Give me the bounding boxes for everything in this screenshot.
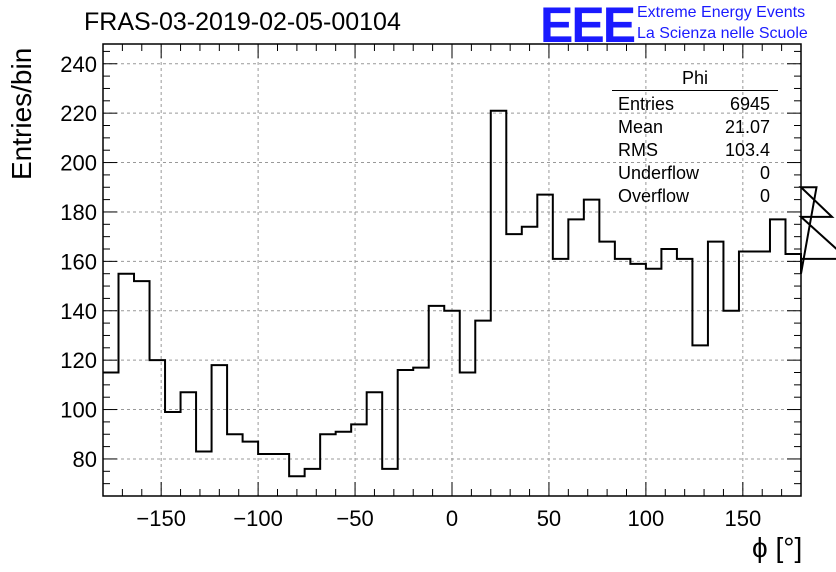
histogram-bin xyxy=(320,434,336,496)
histogram-bin xyxy=(723,311,739,496)
histogram-bin xyxy=(150,360,166,496)
stats-box: Phi Entries 6945 Mean 21.07 RMS 103.4 Under… xyxy=(612,68,778,208)
histogram-bin xyxy=(243,442,259,496)
stats-row-underflow: Underflow 0 xyxy=(612,162,778,185)
y-tick-label: 100 xyxy=(60,398,97,423)
histogram-bin xyxy=(413,368,429,496)
histogram-bin xyxy=(568,219,584,496)
y-tick-label: 200 xyxy=(60,151,97,176)
histogram-bin xyxy=(165,412,181,496)
histogram-bin xyxy=(537,195,553,496)
stats-label: RMS xyxy=(618,140,658,160)
histogram-bin xyxy=(212,365,228,496)
histogram-bin xyxy=(615,259,631,496)
y-tick-label: 120 xyxy=(60,348,97,373)
stats-label: Mean xyxy=(618,117,664,137)
x-axis-label: ϕ [°] xyxy=(752,532,803,563)
stats-row-mean: Mean 21.07 xyxy=(612,116,778,139)
histogram-bin xyxy=(708,242,724,496)
stats-row-overflow: Overflow 0 xyxy=(612,185,778,208)
x-tick-label: 150 xyxy=(724,506,761,531)
eee-logo: EEE xyxy=(540,0,636,53)
stats-value: 103.4 xyxy=(724,140,770,160)
histogram-bin xyxy=(475,321,491,496)
y-tick-label: 140 xyxy=(60,299,97,324)
x-tick-label: −150 xyxy=(136,506,186,531)
logo-line-2: La Scienza nelle Scuole xyxy=(637,25,808,42)
stats-value: 21.07 xyxy=(724,117,770,137)
histogram-bin xyxy=(227,434,243,496)
histogram-bin xyxy=(134,281,150,496)
histogram-bin xyxy=(258,454,274,496)
histogram-bin xyxy=(599,242,615,496)
histogram-bin xyxy=(103,373,119,496)
y-tick-label: 160 xyxy=(60,249,97,274)
histogram-bin xyxy=(630,264,646,496)
histogram-bin xyxy=(506,234,522,496)
histogram-bin xyxy=(336,432,352,496)
histogram-bin xyxy=(274,454,290,496)
histogram-bin xyxy=(661,249,677,496)
histogram-series xyxy=(103,109,836,478)
histogram-bin xyxy=(460,373,476,496)
histogram-bin xyxy=(584,200,600,496)
histogram-bin xyxy=(491,111,507,496)
x-tick-label: 50 xyxy=(537,506,561,531)
histogram-bin xyxy=(785,254,801,496)
histogram-bin xyxy=(553,259,569,496)
histogram-bin xyxy=(646,269,662,496)
histogram-bin xyxy=(398,370,414,496)
stats-value: 0 xyxy=(759,186,770,206)
histogram-bin xyxy=(305,469,321,496)
histogram-bin xyxy=(677,259,693,496)
histogram-bin xyxy=(196,452,212,496)
stats-row-rms: RMS 103.4 xyxy=(612,139,778,162)
histogram-bin xyxy=(429,306,445,496)
stats-label: Entries xyxy=(618,94,675,114)
histogram-bin xyxy=(181,392,197,496)
y-tick-label: 240 xyxy=(60,52,97,77)
histogram-bin xyxy=(444,311,460,496)
histogram-bin xyxy=(119,274,135,496)
stats-value: 6945 xyxy=(729,94,770,114)
y-tick-label: 80 xyxy=(73,447,97,472)
histogram-bin xyxy=(351,424,367,496)
x-tick-label: −50 xyxy=(336,506,373,531)
chart-title: FRAS-03-2019-02-05-00104 xyxy=(84,8,401,36)
histogram-bin xyxy=(754,251,770,496)
histogram-bin xyxy=(382,469,398,496)
histogram-bin xyxy=(770,219,786,496)
logo-line-1: Extreme Energy Events xyxy=(637,4,806,21)
y-tick-label: 220 xyxy=(60,101,97,126)
histogram-bin xyxy=(692,345,708,496)
y-tick-label: 180 xyxy=(60,200,97,225)
stats-value: 0 xyxy=(759,163,770,183)
x-tick-label: 0 xyxy=(446,506,458,531)
stats-label: Underflow xyxy=(618,163,700,183)
x-tick-label: 100 xyxy=(628,506,665,531)
y-axis-label: Entries/bin xyxy=(6,47,37,180)
x-tick-label: −100 xyxy=(233,506,283,531)
stats-label: Overflow xyxy=(618,186,690,206)
histogram-bin xyxy=(522,227,538,496)
stats-title: Phi xyxy=(612,68,778,91)
histogram-bin xyxy=(367,392,383,496)
stats-row-entries: Entries 6945 xyxy=(612,93,778,116)
histogram-bin xyxy=(289,476,305,496)
histogram-bin xyxy=(739,251,755,496)
